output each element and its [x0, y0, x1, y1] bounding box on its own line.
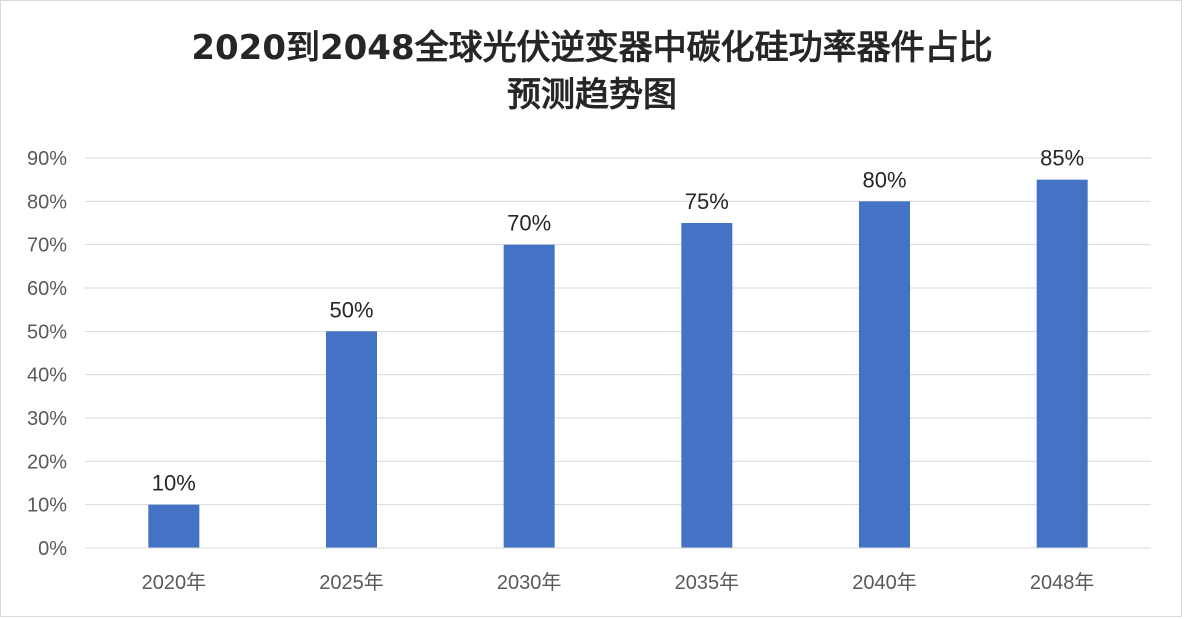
y-tick-label: 30% — [27, 408, 67, 430]
y-tick-label: 20% — [27, 451, 67, 473]
chart-title-line-1: 2020到2048全球光伏逆变器中碳化硅功率器件占比 — [191, 28, 992, 68]
x-tick-label: 2048年 — [1030, 571, 1095, 594]
chart-title-line-2: 预测趋势图 — [507, 75, 677, 115]
bar-1 — [326, 331, 377, 548]
y-tick-label: 40% — [27, 365, 67, 387]
data-label: 50% — [329, 297, 373, 322]
y-tick-label: 80% — [27, 191, 67, 213]
y-tick-label: 90% — [27, 148, 67, 170]
bar-0 — [148, 504, 200, 548]
data-label: 80% — [862, 167, 906, 192]
data-label: 75% — [685, 189, 729, 214]
x-axis-ticks: 2020年 2025年 2030年 2035年 2040年 2048年 — [142, 571, 1095, 594]
y-tick-label: 10% — [27, 495, 67, 517]
y-axis-ticks: 0% 10% 20% 30% 40% 50% 60% 70% 80% 90% — [27, 148, 67, 560]
data-labels: 10% 50% 70% 75% 80% 85% — [152, 146, 1084, 496]
bar-5 — [1036, 179, 1088, 548]
x-tick-label: 2035年 — [675, 571, 740, 594]
bar-4 — [859, 201, 910, 549]
x-tick-label: 2020年 — [142, 571, 207, 594]
data-label: 70% — [507, 211, 551, 236]
y-tick-label: 50% — [27, 321, 67, 343]
data-label: 10% — [152, 471, 196, 496]
x-tick-label: 2040年 — [852, 571, 917, 594]
x-tick-label: 2025年 — [319, 571, 384, 594]
bar-3 — [681, 223, 733, 548]
y-tick-label: 60% — [27, 278, 67, 300]
bars — [148, 179, 1088, 549]
y-tick-label: 0% — [38, 538, 67, 560]
y-tick-label: 70% — [27, 235, 67, 257]
x-tick-label: 2030年 — [497, 571, 562, 594]
data-label: 85% — [1040, 146, 1084, 171]
gridlines — [85, 157, 1151, 506]
bar-2 — [503, 244, 555, 548]
